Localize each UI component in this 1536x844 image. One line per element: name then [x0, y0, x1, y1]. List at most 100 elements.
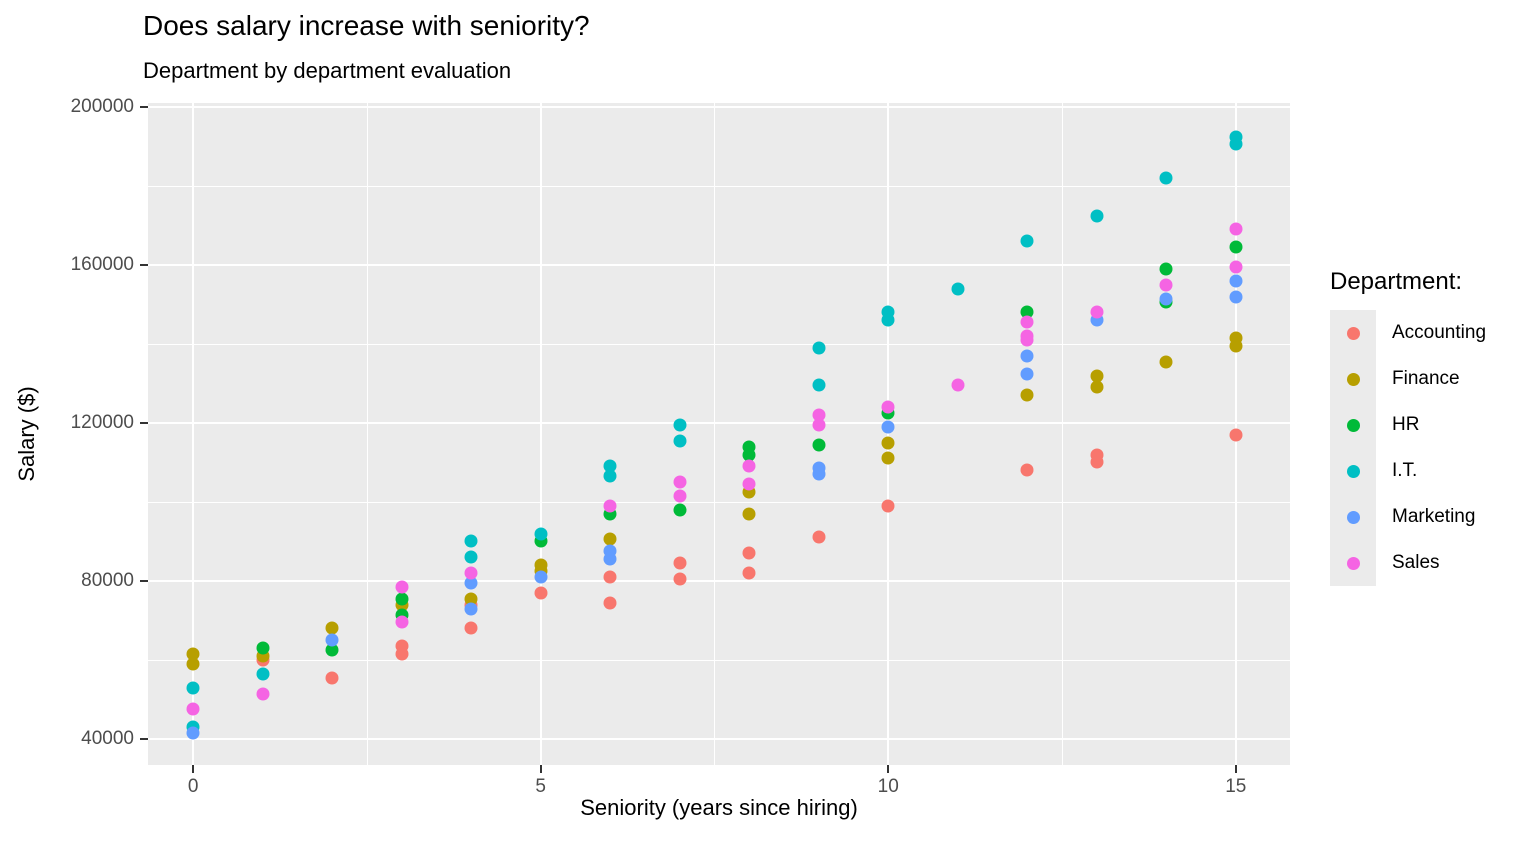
data-point-it	[464, 534, 478, 548]
legend-item-label: Finance	[1392, 368, 1460, 389]
gridline-minor-x	[366, 103, 368, 765]
data-point-finance	[464, 592, 478, 606]
data-point-sales	[1159, 278, 1173, 292]
data-point-marketing	[464, 602, 478, 616]
data-point-marketing	[603, 552, 617, 566]
y-tick-mark	[140, 579, 148, 582]
data-point-sales	[812, 418, 826, 432]
y-tick-label: 40000	[81, 727, 134, 749]
data-point-finance	[1020, 388, 1034, 402]
data-point-marketing	[325, 633, 339, 647]
data-point-accounting	[673, 572, 687, 586]
data-point-accounting	[742, 546, 756, 560]
data-point-it	[534, 527, 548, 541]
data-point-marketing	[812, 467, 826, 481]
legend-item: HR	[1330, 402, 1530, 448]
data-point-sales	[742, 459, 756, 473]
data-point-sales	[186, 702, 200, 716]
data-point-sales	[395, 615, 409, 629]
data-point-accounting	[325, 671, 339, 685]
data-point-accounting	[1229, 428, 1243, 442]
data-point-hr	[395, 592, 409, 606]
gridline-major-x	[192, 103, 195, 765]
data-point-finance	[1090, 369, 1104, 383]
gridline-major-x	[887, 103, 890, 765]
data-point-accounting	[1020, 463, 1034, 477]
data-point-it	[1020, 234, 1034, 248]
data-point-it	[603, 459, 617, 473]
gridline-minor-x	[1062, 103, 1064, 765]
data-point-sales	[673, 489, 687, 503]
legend-item: Accounting	[1330, 310, 1530, 356]
data-point-it	[951, 282, 965, 296]
gridline-minor-y	[148, 185, 1290, 187]
data-point-sales	[742, 477, 756, 491]
legend-swatch-icon	[1346, 418, 1360, 432]
y-tick-label: 120000	[70, 411, 134, 433]
data-point-sales	[395, 580, 409, 594]
x-tick-label: 0	[187, 776, 199, 797]
legend-key	[1330, 448, 1376, 494]
data-point-finance	[325, 621, 339, 635]
data-point-marketing	[1020, 349, 1034, 363]
data-point-hr	[742, 448, 756, 462]
data-point-it	[186, 681, 200, 695]
data-point-finance	[1229, 339, 1243, 353]
y-tick-label: 160000	[70, 253, 134, 275]
legend-item: Finance	[1330, 356, 1530, 402]
data-point-it	[1090, 209, 1104, 223]
data-point-sales	[464, 566, 478, 580]
legend-item: I.T.	[1330, 448, 1530, 494]
y-axis-title: Salary ($)	[14, 386, 39, 482]
data-point-sales	[881, 400, 895, 414]
gridline-major-y	[148, 263, 1290, 266]
data-point-marketing	[1229, 290, 1243, 304]
data-point-sales	[951, 378, 965, 392]
data-point-sales	[1229, 260, 1243, 274]
data-point-finance	[186, 657, 200, 671]
data-point-sales	[1020, 315, 1034, 329]
data-point-finance	[1090, 380, 1104, 394]
data-point-accounting	[603, 596, 617, 610]
data-point-sales	[1020, 333, 1034, 347]
data-point-hr	[256, 641, 270, 655]
data-point-sales	[1090, 305, 1104, 319]
legend-key	[1330, 402, 1376, 448]
data-point-it	[673, 418, 687, 432]
legend-item-label: HR	[1392, 414, 1420, 435]
x-tick-mark	[887, 765, 890, 773]
x-axis: 0 5 10 15	[148, 765, 1290, 809]
x-tick-label: 10	[877, 776, 899, 797]
legend-item: Sales	[1330, 540, 1530, 586]
y-tick-label: 200000	[70, 95, 134, 117]
x-tick-label: 5	[535, 776, 546, 797]
data-point-marketing	[534, 570, 548, 584]
gridline-minor-y	[148, 343, 1290, 345]
data-point-it	[1229, 137, 1243, 151]
data-point-marketing	[186, 726, 200, 740]
legend-item-label: I.T.	[1392, 460, 1418, 481]
legend-swatch-icon	[1346, 510, 1360, 524]
y-tick-label: 80000	[81, 569, 134, 591]
data-point-accounting	[395, 647, 409, 661]
data-point-hr	[673, 503, 687, 517]
data-point-hr	[325, 643, 339, 657]
chart-title: Does salary increase with seniority?	[143, 10, 590, 41]
gridline-major-y	[148, 421, 1290, 424]
legend-item: Marketing	[1330, 494, 1530, 540]
data-point-finance	[742, 507, 756, 521]
data-point-it	[673, 434, 687, 448]
data-point-it	[603, 469, 617, 483]
data-point-accounting	[603, 570, 617, 584]
data-point-accounting	[1090, 455, 1104, 469]
legend-item-label: Accounting	[1392, 322, 1487, 343]
data-point-it	[812, 378, 826, 392]
gridline-major-y	[148, 579, 1290, 582]
legend-items: Accounting Finance HR I.T. Marketing Sales	[1330, 310, 1530, 586]
data-point-finance	[1159, 355, 1173, 369]
legend-key	[1330, 540, 1376, 586]
data-point-finance	[881, 451, 895, 465]
data-point-finance	[603, 532, 617, 546]
data-point-hr	[812, 438, 826, 452]
legend-key	[1330, 310, 1376, 356]
